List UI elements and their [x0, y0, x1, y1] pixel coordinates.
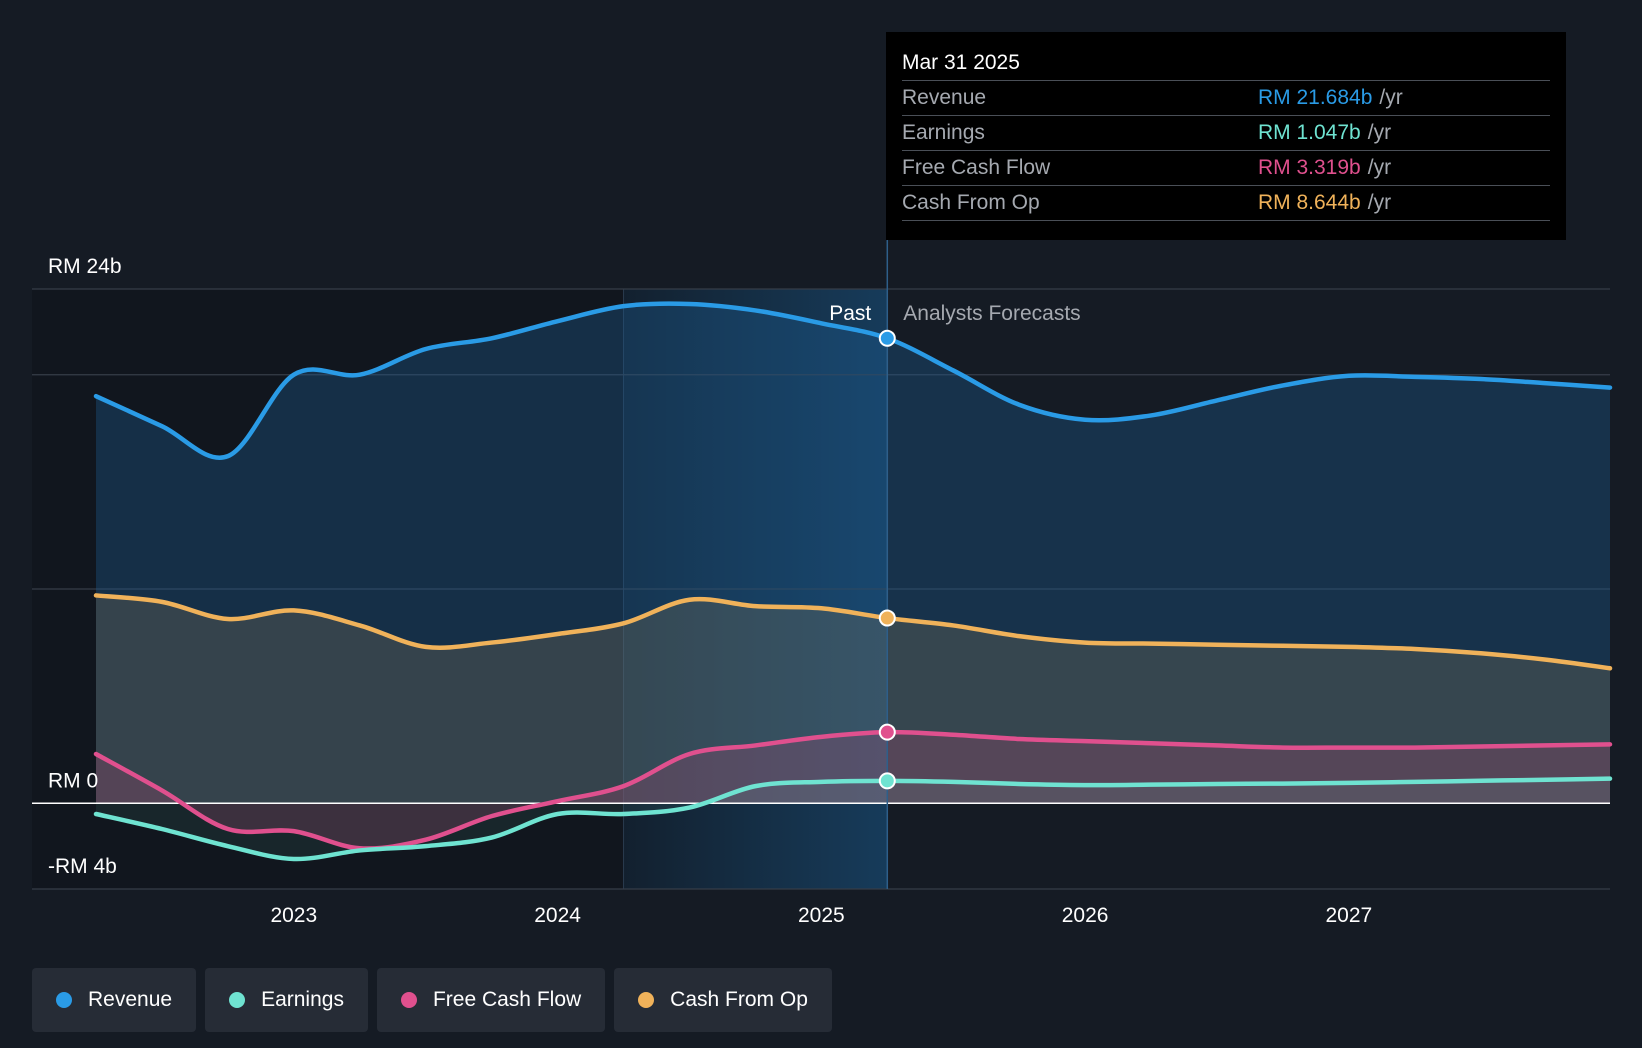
- line-revenue: [93, 301, 1613, 460]
- tooltip-row-cash-from-op: Cash From Op RM 8.644b /yr: [902, 185, 1550, 221]
- legend-label: Free Cash Flow: [432, 988, 582, 1011]
- tooltip-unit: /yr: [1379, 86, 1403, 109]
- legend-label: Revenue: [88, 988, 173, 1011]
- tooltip-unit: /yr: [1367, 156, 1392, 179]
- area-free-cash-flow: [96, 732, 1610, 849]
- series-lines: [93, 301, 1613, 862]
- tooltip-row-earnings: Earnings RM 1.047b /yr: [902, 115, 1550, 150]
- tooltip-value: RM 21.684b: [1258, 86, 1373, 109]
- legend-item-earnings[interactable]: Earnings: [205, 968, 368, 1032]
- legend-dot-icon: [229, 992, 246, 1008]
- x-tick-label-2023: 2023: [270, 904, 317, 927]
- marker-earnings[interactable]: [878, 772, 896, 790]
- legend-dot-icon: [638, 992, 655, 1008]
- tooltip-value: RM 8.644b: [1258, 191, 1361, 214]
- y-tick-label-24: RM 24b: [48, 255, 122, 278]
- x-axis-labels: 2023 2024 2025 2026 2027: [270, 904, 1372, 927]
- tooltip-label: Free Cash Flow: [902, 156, 1051, 179]
- tooltip-label: Earnings: [902, 121, 985, 144]
- legend-item-cash-from-op[interactable]: Cash From Op: [614, 968, 832, 1032]
- line-free-cash-flow: [93, 729, 1613, 851]
- series-markers: [878, 329, 896, 790]
- tooltip-value: RM 1.047b: [1258, 121, 1361, 144]
- tooltip-panel: Mar 31 2025 Revenue RM 21.684b /yr Earni…: [886, 32, 1566, 240]
- legend-item-free-cash-flow[interactable]: Free Cash Flow: [376, 968, 606, 1032]
- x-tick-label-2025: 2025: [798, 904, 845, 927]
- past-label: Past: [829, 302, 871, 325]
- legend-dot-icon: [56, 992, 72, 1008]
- y-axis-labels: RM 24b RM 0 -RM 4b: [48, 255, 122, 878]
- line-earnings: [93, 776, 1613, 862]
- tooltip-row-free-cash-flow: Free Cash Flow RM 3.319b /yr: [902, 150, 1550, 185]
- y-tick-label-0: RM 0: [48, 769, 98, 792]
- legend-label: Cash From Op: [670, 988, 808, 1011]
- marker-cash-from-op[interactable]: [878, 609, 896, 627]
- tooltip-unit: /yr: [1367, 121, 1392, 144]
- marker-free-cash-flow[interactable]: [878, 723, 896, 741]
- tooltip-row-revenue: Revenue RM 21.684b /yr: [902, 80, 1550, 115]
- x-tick-label-2024: 2024: [534, 904, 581, 927]
- legend-label: Earnings: [261, 988, 344, 1011]
- series-areas: [96, 303, 1610, 860]
- legend-item-revenue[interactable]: Revenue: [32, 968, 197, 1032]
- tooltip-label: Cash From Op: [902, 191, 1040, 214]
- area-revenue: [96, 303, 1610, 804]
- line-cash-from-op: [93, 593, 1613, 671]
- area-cash-from-op: [96, 595, 1610, 804]
- legend-dot-icon: [400, 992, 417, 1008]
- tooltip-label: Revenue: [902, 86, 987, 109]
- x-tick-label-2027: 2027: [1326, 904, 1373, 927]
- forecast-label: Analysts Forecasts: [903, 302, 1080, 325]
- tooltip-unit: /yr: [1367, 191, 1392, 214]
- marker-revenue[interactable]: [878, 329, 896, 347]
- tooltip-value: RM 3.319b: [1258, 156, 1361, 179]
- x-tick-label-2026: 2026: [1062, 904, 1109, 927]
- tooltip-date: Mar 31 2025: [902, 51, 1020, 74]
- y-tick-label-neg4: -RM 4b: [48, 855, 117, 878]
- legend: Revenue Earnings Free Cash Flow Cash Fro…: [32, 968, 832, 1032]
